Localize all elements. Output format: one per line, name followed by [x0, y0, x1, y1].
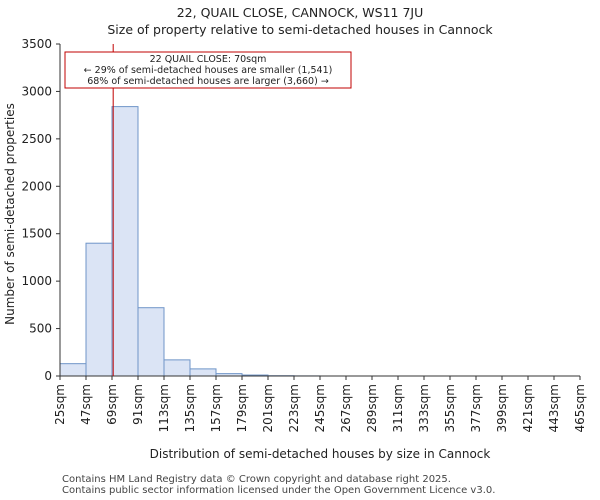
annotation-line-3: 68% of semi-detached houses are larger (… [87, 76, 329, 87]
x-tick-label-245sqm: 245sqm [313, 384, 327, 432]
annotation-box: 22 QUAIL CLOSE: 70sqm ← 29% of semi-deta… [64, 51, 352, 89]
x-axis-label: Distribution of semi-detached houses by … [150, 447, 491, 461]
bar-91sqm [137, 307, 165, 377]
footer-line-1: Contains HM Land Registry data © Crown c… [62, 474, 451, 485]
y-tick-label-0: 0 [44, 369, 52, 383]
x-tick-label-47sqm: 47sqm [79, 384, 93, 425]
x-tick-label-201sqm: 201sqm [261, 384, 275, 432]
x-tick-label-69sqm: 69sqm [105, 384, 119, 425]
annotation-line-1: 22 QUAIL CLOSE: 70sqm [150, 54, 267, 65]
bar-135sqm [189, 368, 217, 377]
bar-47sqm [85, 242, 113, 377]
y-tick-label-2500: 2500 [21, 132, 52, 146]
x-tick-label-91sqm: 91sqm [131, 384, 145, 425]
y-tick-label-1500: 1500 [21, 227, 52, 241]
axes-group [56, 43, 581, 380]
y-axis-label: Number of semi-detached properties [3, 103, 17, 325]
x-tick-label-399sqm: 399sqm [495, 384, 509, 432]
x-tick-label-157sqm: 157sqm [209, 384, 223, 432]
x-tick-label-333sqm: 333sqm [417, 384, 431, 432]
chart-title: 22, QUAIL CLOSE, CANNOCK, WS11 7JU [176, 5, 424, 20]
x-tick-label-377sqm: 377sqm [469, 384, 483, 432]
bar-25sqm [59, 363, 87, 377]
bars-group [59, 106, 321, 377]
x-tick-label-223sqm: 223sqm [287, 384, 301, 432]
annotation-border [64, 51, 352, 89]
x-tick-label-443sqm: 443sqm [547, 384, 561, 432]
x-tick-label-465sqm: 465sqm [573, 384, 587, 432]
bar-69sqm [111, 106, 139, 377]
chart-subtitle: Size of property relative to semi-detach… [107, 22, 493, 37]
y-tick-label-3500: 3500 [21, 37, 52, 51]
x-tick-label-25sqm: 25sqm [53, 384, 67, 425]
x-tick-label-267sqm: 267sqm [339, 384, 353, 432]
x-tick-label-113sqm: 113sqm [157, 384, 171, 432]
x-tick-label-355sqm: 355sqm [443, 384, 457, 432]
x-tick-labels: 25sqm 47sqm 69sqm 91sqm 113sqm 135sqm 157sqm 17… [53, 384, 587, 432]
x-tick-label-311sqm: 311sqm [391, 384, 405, 432]
bar-113sqm [163, 359, 191, 377]
y-tick-label-3000: 3000 [21, 84, 52, 98]
y-tick-labels: 0 500 1000 1500 2000 2500 3000 3500 [21, 37, 52, 383]
y-tick-label-2000: 2000 [21, 179, 52, 193]
y-tick-label-500: 500 [29, 322, 52, 336]
x-tick-label-135sqm: 135sqm [183, 384, 197, 432]
footer-line-2: Contains public sector information licen… [62, 485, 496, 496]
y-tick-label-1000: 1000 [21, 274, 52, 288]
x-tick-label-289sqm: 289sqm [365, 384, 379, 432]
x-tick-label-179sqm: 179sqm [235, 384, 249, 432]
annotation-line-2: ← 29% of semi-detached houses are smalle… [84, 65, 333, 76]
x-tick-label-421sqm: 421sqm [521, 384, 535, 432]
